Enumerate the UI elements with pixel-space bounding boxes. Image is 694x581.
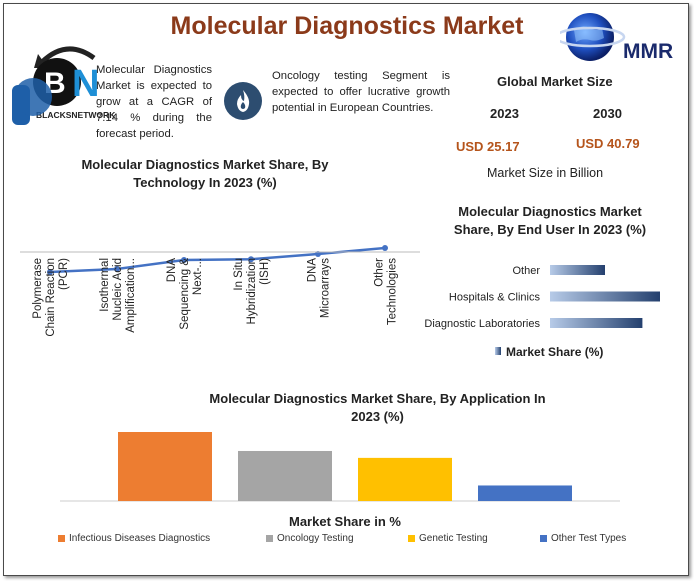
technology-point: [181, 257, 187, 263]
legend-label: Infectious Diseases Diagnostics: [69, 533, 211, 544]
legend-label: Genetic Testing: [419, 533, 488, 544]
end-user-tick-label: Hospitals & Clinics: [449, 292, 541, 304]
end-user-legend-swatch: [495, 347, 501, 355]
end-user-tick-label: Diagnostic Laboratories: [424, 318, 540, 330]
end-user-chart-title: Molecular Diagnostics Market Share, By E…: [453, 204, 647, 237]
application-legend-item: Oncology Testing: [266, 533, 354, 544]
technology-point: [382, 245, 388, 251]
infographic-frame: [3, 3, 689, 576]
end-user-bar-chart: Other Hospitals & Clinics Diagnostic Labor…: [424, 265, 660, 359]
technology-tick-label: OtherTechnologies: [374, 258, 399, 325]
application-bar: [118, 432, 212, 501]
application-legend: Infectious Diseases Diagnostics Oncology …: [58, 533, 658, 549]
mmr-logo-text: MMR: [623, 40, 673, 63]
legend-swatch: [58, 535, 65, 542]
application-bar: [238, 450, 332, 501]
technology-tick-label: DNASequencing &Next-...: [166, 258, 204, 330]
legend-label: Oncology Testing: [277, 533, 354, 544]
technology-chart-title: Molecular Diagnostics Market Share, By T…: [81, 157, 329, 190]
technology-series-line: [49, 246, 386, 274]
end-user-bar: [550, 265, 605, 275]
year-end: 2030: [593, 106, 622, 121]
application-xlabel: Market Share in %: [289, 514, 401, 529]
application-chart-title: Molecular Diagnostics Market Share, By A…: [209, 391, 546, 424]
application-bar: [358, 457, 452, 501]
end-user-legend-label: Market Share (%): [506, 345, 603, 359]
legend-swatch: [408, 535, 415, 542]
blacks-network-logo-text: BLACKSNETWORK: [36, 110, 116, 120]
fact-growth-text: Molecular Diagnostics Market is expected…: [96, 64, 212, 140]
technology-point: [248, 256, 254, 263]
technology-tick-label: In SituHybridization(ISH): [233, 258, 271, 325]
end-user-bar: [550, 291, 660, 302]
page-title: Molecular Diagnostics Market: [170, 12, 524, 40]
application-legend-item: Infectious Diseases Diagnostics: [58, 533, 210, 544]
value-end: USD 40.79: [576, 136, 640, 151]
technology-point: [47, 269, 53, 275]
svg-text:N: N: [72, 63, 99, 105]
end-user-bar: [550, 318, 643, 328]
legend-swatch: [540, 535, 547, 542]
market-size-unit: Market Size in Billion: [487, 166, 604, 180]
application-legend-item: Genetic Testing: [408, 533, 488, 544]
application-legend-item: Other Test Types: [540, 533, 626, 544]
application-bar-chart: [60, 432, 620, 502]
arrow-icon: [40, 46, 96, 64]
end-user-tick-label: Other: [512, 265, 540, 277]
technology-tick-label: DNAMicroarrays: [307, 258, 332, 318]
growth-icon: [14, 78, 52, 116]
technology-tick-label: PolymeraseChain Reaction(PCR): [32, 258, 70, 337]
value-start: USD 25.17: [456, 139, 520, 154]
flame-icon: [237, 90, 250, 112]
legend-label: Other Test Types: [551, 533, 627, 544]
global-market-title: Global Market Size: [497, 74, 613, 89]
flame-icon-badge: [224, 82, 262, 120]
technology-tick-label: IsothermalNucleic AcidAmplification...: [99, 258, 137, 333]
technology-point: [114, 266, 120, 272]
application-bar: [478, 485, 572, 501]
technology-line-chart: PolymeraseChain Reaction(PCR) IsothermalN…: [20, 245, 420, 337]
legend-swatch: [266, 535, 273, 542]
fact-oncology-text: Oncology testing Segment is expected to …: [272, 70, 450, 114]
mmr-logo: MMR: [554, 10, 682, 70]
year-start: 2023: [490, 106, 519, 121]
